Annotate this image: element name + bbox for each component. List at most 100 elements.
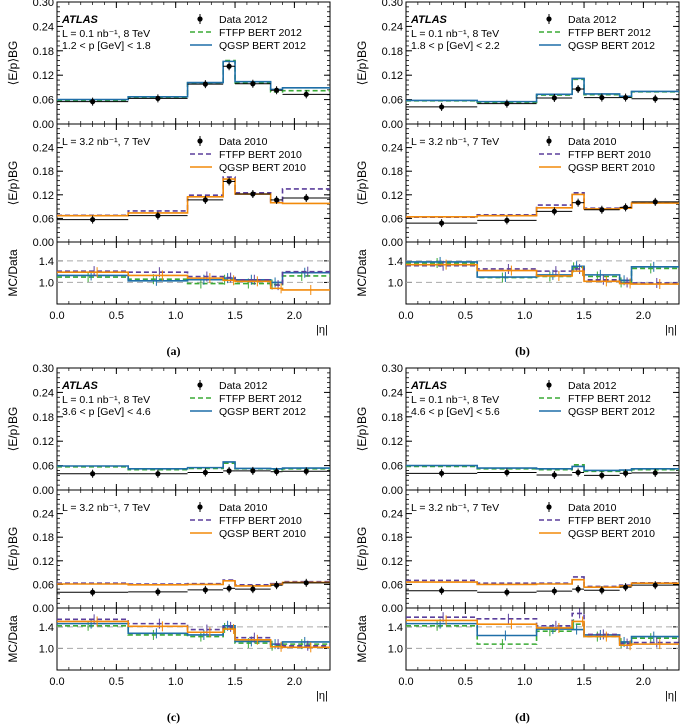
legend-label: Data 2010	[219, 136, 268, 148]
x-tick-label: 1.0	[168, 310, 183, 322]
panel-label: (c)	[167, 710, 180, 724]
legend-label: QGSP BERT 2010	[568, 528, 655, 540]
annotation-text: L = 3.2 nb⁻¹, 7 TeV	[411, 502, 499, 514]
series-ftfp-bert-2012	[57, 275, 330, 286]
series-qgsp-bert-2010	[406, 263, 679, 285]
y-axis-label: MC/Data	[6, 615, 20, 663]
data-point	[439, 588, 445, 594]
atlas-label: ATLAS	[61, 380, 99, 392]
data-point	[303, 580, 309, 586]
y-axis-label: MC/Data	[355, 249, 369, 297]
data-point	[202, 197, 208, 203]
data-point	[551, 208, 557, 214]
y-tick-label: 1.4	[39, 256, 54, 268]
data-point	[599, 472, 605, 478]
panel-label: (a)	[167, 344, 181, 358]
legend-label: FTFP BERT 2010	[219, 149, 302, 161]
legend-label: FTFP BERT 2010	[568, 149, 651, 161]
data-point	[250, 468, 256, 474]
series-qgsp-bert-2010	[406, 578, 679, 588]
mid-pad: 0.00 0.06 0.12 0.18 0.24 ⟨E/p⟩BG L = 3.2 nb⁻¹,…	[6, 123, 331, 249]
data-point	[622, 94, 629, 101]
series-qgsp-bert-2012	[57, 60, 330, 101]
data-point	[599, 587, 605, 593]
y-tick-label: 0.00	[33, 603, 54, 615]
plot-frame	[405, 607, 680, 671]
y-tick-label: 0.30	[382, 0, 403, 9]
legend-label: Data 2010	[219, 502, 268, 514]
legend-marker	[197, 382, 203, 388]
data-point	[303, 468, 309, 474]
data-point	[504, 101, 510, 107]
legend-marker	[546, 16, 552, 22]
data-point	[273, 469, 280, 475]
series-qgsp-bert-2012	[57, 622, 330, 645]
data-point	[202, 469, 208, 476]
y-tick-label: 0.18	[382, 46, 403, 58]
series-qgsp-bert-2012	[406, 622, 679, 643]
annotation-text: 1.8 < p [GeV] < 2.2	[411, 40, 500, 52]
x-tick-label: 1.0	[517, 310, 532, 322]
y-tick-label: 0.18	[33, 46, 54, 58]
series-qgsp-bert-2010	[57, 580, 330, 587]
y-axis-label: ⟨E/p⟩BG	[6, 527, 20, 572]
data-point	[273, 87, 280, 93]
y-tick-label: 1.4	[388, 256, 403, 268]
x-axis-label: |η|	[665, 690, 677, 702]
ratio-pad: 1.0 1.4 MC/Data	[6, 241, 331, 305]
data-point	[652, 199, 658, 205]
y-tick-label: 0.18	[33, 412, 54, 424]
legend-label: FTFP BERT 2012	[219, 27, 302, 39]
y-tick-label: 1.0	[39, 277, 54, 289]
y-tick-label: 0.18	[33, 166, 54, 178]
series-qgsp-bert-2012	[406, 261, 679, 282]
x-tick-label: 1.5	[576, 310, 591, 322]
data-point	[551, 588, 557, 594]
y-axis-label: ⟨E/p⟩BG	[6, 41, 20, 86]
legend-marker	[546, 382, 552, 388]
legend-label: QGSP BERT 2010	[219, 528, 306, 540]
data-point	[551, 95, 557, 101]
series-ftfp-bert-2012	[406, 463, 679, 473]
series-ftfp-bert-2012	[406, 262, 679, 284]
data-point	[599, 94, 605, 101]
y-tick-label: 0.12	[33, 436, 54, 448]
x-tick-label: 1.5	[576, 676, 591, 688]
series-ftfp-bert-2010	[57, 618, 330, 647]
legend-label: FTFP BERT 2012	[568, 27, 651, 39]
data-point	[504, 589, 510, 595]
y-tick-label: 0.18	[382, 412, 403, 424]
legend-marker	[197, 138, 203, 144]
series-ftfp-bert-2010	[57, 176, 330, 217]
y-axis-label: ⟨E/p⟩BG	[355, 41, 369, 86]
y-tick-label: 0.24	[382, 387, 403, 399]
top-pad: 0.00 0.06 0.12 0.18 0.24 0.30 ⟨E/p⟩BG ATLAS L = …	[355, 0, 680, 131]
series-qgsp-bert-2012	[406, 464, 679, 472]
y-tick-label: 0.12	[33, 190, 54, 202]
y-tick-label: 0.12	[382, 556, 403, 568]
data-point	[303, 195, 309, 201]
legend-label: QGSP BERT 2010	[568, 162, 655, 174]
y-tick-label: 0.00	[382, 603, 403, 615]
data-point	[439, 470, 445, 476]
data-point	[226, 178, 232, 185]
data-point	[155, 95, 161, 101]
series-ftfp-bert-2012	[57, 624, 330, 647]
mid-pad: 0.00 0.06 0.12 0.18 0.24 ⟨E/p⟩BG L = 3.2 nb⁻¹,…	[355, 489, 680, 615]
y-tick-label: 0.30	[33, 0, 54, 9]
data-point	[599, 207, 605, 213]
x-tick-label: 1.5	[227, 310, 242, 322]
data-point	[303, 91, 309, 97]
y-axis-label: ⟨E/p⟩BG	[6, 161, 20, 206]
panel-label: (b)	[515, 344, 530, 358]
y-axis-label: ⟨E/p⟩BG	[6, 407, 20, 452]
annotation-text: 4.6 < p [GeV] < 5.6	[411, 406, 500, 418]
y-tick-label: 0.18	[382, 532, 403, 544]
x-tick-label: 0.0	[49, 676, 64, 688]
data-point	[226, 585, 232, 591]
panel-label: (d)	[515, 710, 530, 724]
atlas-label: ATLAS	[410, 380, 448, 392]
data-point	[226, 63, 232, 69]
x-tick-label: 2.0	[636, 676, 651, 688]
